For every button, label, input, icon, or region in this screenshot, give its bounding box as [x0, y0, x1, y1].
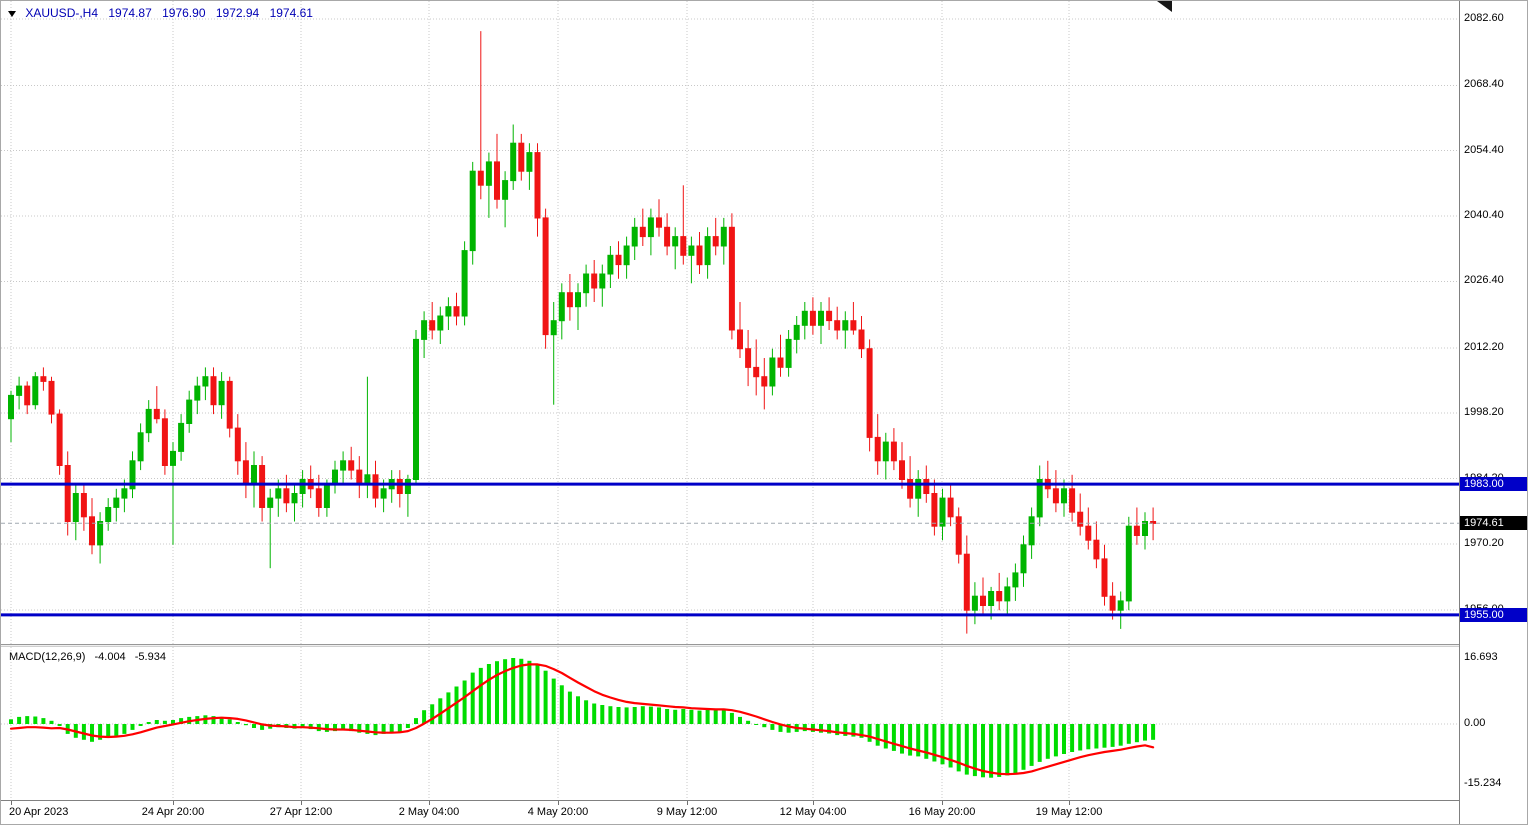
price-tick-label: 2054.40	[1464, 144, 1504, 156]
level-price-label: 1955.00	[1460, 608, 1527, 622]
price-axis[interactable]: 2082.60 2068.40 2054.40 2040.40 2026.40 2012.…	[1459, 1, 1527, 824]
quote-close: 1974.61	[269, 6, 313, 20]
quote-open: 1974.87	[108, 6, 152, 20]
macd-header: MACD(12,26,9) -4.004 -5.934	[9, 651, 166, 663]
time-tick-mark	[813, 801, 814, 805]
price-tick-label: 2026.40	[1464, 274, 1504, 286]
price-tick-label: 2082.60	[1464, 12, 1504, 24]
time-label: 19 May 12:00	[1035, 806, 1103, 818]
time-label: 16 May 20:00	[908, 806, 976, 818]
macd-title: MACD(12,26,9)	[9, 651, 86, 663]
price-tick-label: 1998.20	[1464, 406, 1504, 418]
time-label: 12 May 04:00	[779, 806, 847, 818]
time-label: 24 Apr 20:00	[141, 806, 205, 818]
quote-low: 1972.94	[215, 6, 260, 20]
time-tick-mark	[558, 801, 559, 805]
price-tick-label: 2040.40	[1464, 209, 1504, 221]
macd-tick-label: -15.234	[1464, 777, 1502, 789]
time-label: 27 Apr 12:00	[269, 806, 333, 818]
macd-tick-label: 0.00	[1464, 717, 1486, 729]
price-tick-label: 2012.20	[1464, 341, 1504, 353]
macd-indicator-pane[interactable]: MACD(12,26,9) -4.004 -5.934	[1, 647, 1459, 800]
time-tick-mark	[173, 801, 174, 805]
time-tick-mark	[11, 801, 12, 805]
chart-header: XAUUSD-,H4 1974.87 1976.90 1972.94 1974.…	[8, 6, 313, 20]
quote-high: 1976.90	[162, 6, 206, 20]
macd-histogram	[9, 658, 1156, 778]
level-price-label: 1983.00	[1460, 477, 1527, 491]
macd-signal-value: -5.934	[134, 651, 166, 663]
time-label: 4 May 20:00	[527, 806, 589, 818]
time-tick-mark	[687, 801, 688, 805]
candlestick-series	[8, 31, 1157, 634]
time-axis[interactable]: 20 Apr 2023 24 Apr 20:00 27 Apr 12:00 2 May…	[1, 800, 1459, 824]
chart-shift-marker[interactable]	[1157, 1, 1172, 12]
macd-chart-svg	[1, 647, 1459, 800]
price-tick-label: 2068.40	[1464, 78, 1504, 90]
price-chart-pane[interactable]: XAUUSD-,H4 1974.87 1976.90 1972.94 1974.…	[1, 1, 1459, 644]
symbol-timeframe-label: XAUUSD-,H4	[25, 6, 99, 20]
macd-tick-label: 16.693	[1464, 651, 1498, 663]
macd-value: -4.004	[94, 651, 126, 663]
time-tick-mark	[429, 801, 430, 805]
time-tick-mark	[942, 801, 943, 805]
time-label: 20 Apr 2023	[9, 806, 69, 818]
time-label: 2 May 04:00	[398, 806, 460, 818]
price-chart-svg	[1, 1, 1459, 644]
current-price-label: 1974.61	[1460, 516, 1527, 530]
pane-separator[interactable]	[1, 644, 1459, 647]
time-label: 9 May 12:00	[656, 806, 718, 818]
symbol-dropdown-icon[interactable]	[8, 10, 16, 17]
price-tick-label: 1970.20	[1464, 537, 1504, 549]
macd-signal-line	[9, 663, 1155, 776]
time-tick-mark	[301, 801, 302, 805]
time-tick-mark	[1069, 801, 1070, 805]
